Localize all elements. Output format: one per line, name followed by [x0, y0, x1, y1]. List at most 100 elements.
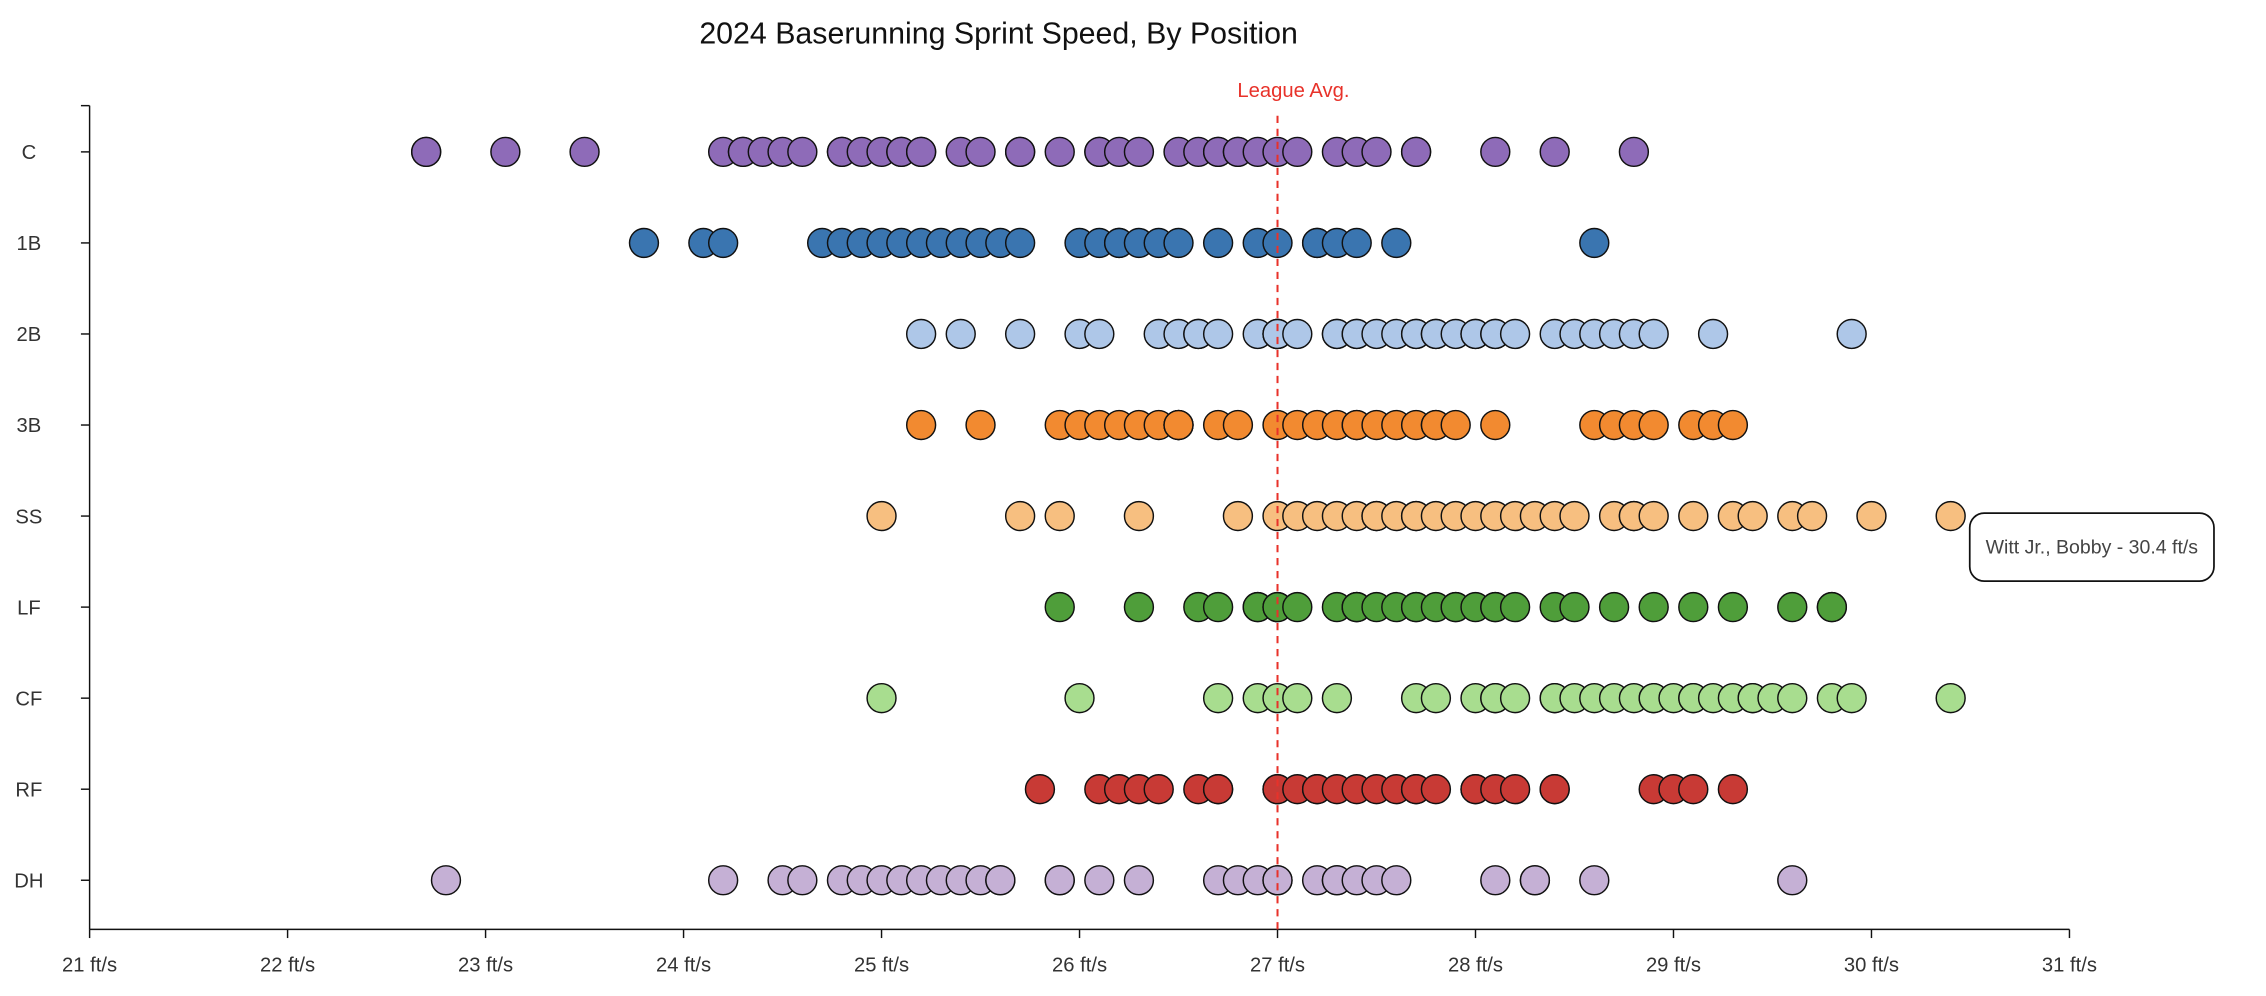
- data-point: [1321, 682, 1353, 714]
- series-cf: [866, 682, 1966, 714]
- data-point: [1044, 865, 1075, 896]
- data-point: [1262, 227, 1293, 259]
- data-point: [1044, 591, 1075, 623]
- data-point: [1202, 774, 1234, 805]
- y-category-label: CF: [15, 688, 42, 710]
- data-point: [985, 865, 1016, 896]
- data-point: [1717, 409, 1749, 441]
- data-point: [1341, 227, 1372, 259]
- data-point: [1282, 591, 1313, 623]
- league-average-line: League Avg.: [1237, 80, 1349, 930]
- data-point: [1717, 591, 1749, 623]
- series-c: [411, 136, 1650, 168]
- y-category-label: SS: [15, 506, 42, 528]
- data-point: [1796, 500, 1828, 532]
- x-tick-label: 23 ft/s: [458, 954, 513, 976]
- data-point: [1222, 409, 1254, 441]
- data-point: [1004, 136, 1036, 168]
- data-point: [1202, 227, 1234, 259]
- data-point: [1638, 500, 1669, 532]
- data-point: [1638, 409, 1669, 441]
- data-point: [1420, 774, 1452, 805]
- data-point: [1004, 318, 1036, 350]
- data-point: [1717, 774, 1749, 805]
- data-point: [1282, 682, 1313, 714]
- data-point: [1678, 500, 1709, 532]
- data-point: [1559, 500, 1590, 532]
- series-dh: [430, 865, 1808, 896]
- data-point: [1064, 682, 1095, 714]
- data-point: [1262, 865, 1293, 896]
- x-tick-label: 30 ft/s: [1844, 954, 1899, 976]
- data-point: [1678, 591, 1709, 623]
- data-point: [1777, 682, 1808, 714]
- x-tick-label: 27 ft/s: [1250, 954, 1305, 976]
- data-point: [1499, 682, 1531, 714]
- data-point: [965, 409, 996, 441]
- data-point: [1935, 500, 1966, 532]
- data-point: [1420, 682, 1452, 714]
- data-point: [707, 227, 739, 259]
- tooltip-text: Witt Jr., Bobby - 30.4 ft/s: [1986, 537, 2199, 559]
- data-point: [1480, 865, 1511, 896]
- series-ss: [866, 500, 1966, 532]
- data-point: [1084, 865, 1115, 896]
- data-point: [1440, 409, 1471, 441]
- data-point: [1123, 500, 1155, 532]
- y-category-label: RF: [15, 779, 42, 801]
- data-point: [490, 136, 521, 168]
- data-point: [1480, 136, 1511, 168]
- data-point: [1598, 591, 1630, 623]
- data-point: [1202, 682, 1234, 714]
- series-2b: [905, 318, 1867, 350]
- data-point: [1024, 774, 1056, 805]
- y-category-label: LF: [17, 597, 41, 619]
- data-point: [1400, 136, 1432, 168]
- data-point: [430, 865, 462, 896]
- data-point: [1579, 227, 1610, 259]
- y-category-label: DH: [14, 870, 43, 892]
- data-point: [1123, 136, 1155, 168]
- data-point: [945, 318, 976, 350]
- data-point: [1480, 409, 1511, 441]
- data-point: [1004, 500, 1036, 532]
- data-point: [707, 865, 739, 896]
- data-point: [1282, 318, 1313, 350]
- data-point: [1044, 500, 1075, 532]
- data-point: [1559, 591, 1590, 623]
- data-point: [1084, 318, 1115, 350]
- x-tick-label: 28 ft/s: [1448, 954, 1503, 976]
- x-tick-label: 21 ft/s: [62, 954, 117, 976]
- data-point: [1618, 136, 1650, 168]
- data-point: [866, 682, 897, 714]
- y-category-label: 2B: [17, 324, 42, 346]
- data-point: [1638, 318, 1669, 350]
- data-point: [1777, 865, 1808, 896]
- y-category-label: 1B: [17, 233, 42, 255]
- data-point: [1222, 500, 1254, 532]
- data-point: [787, 865, 818, 896]
- y-category-label: C: [22, 142, 37, 164]
- x-tick-label: 25 ft/s: [854, 954, 909, 976]
- x-tick-label: 22 ft/s: [260, 954, 315, 976]
- data-point: [866, 500, 897, 532]
- data-point: [1381, 865, 1412, 896]
- data-point: [1836, 318, 1867, 350]
- data-point: [1123, 591, 1155, 623]
- data-point: [1202, 318, 1234, 350]
- data-point: [569, 136, 600, 168]
- data-point: [1143, 774, 1174, 805]
- data-point: [1499, 774, 1531, 805]
- x-tick-label: 24 ft/s: [656, 954, 711, 976]
- chart-title: 2024 Baserunning Sprint Speed, By Positi…: [699, 17, 1298, 50]
- data-point: [1163, 409, 1194, 441]
- data-point: [1539, 136, 1570, 168]
- series-3b: [905, 409, 1749, 441]
- data-point: [1638, 591, 1669, 623]
- data-point: [1123, 865, 1155, 896]
- data-point: [1816, 591, 1848, 623]
- data-point: [1282, 136, 1313, 168]
- data-point: [1737, 500, 1768, 532]
- data-point: [1163, 227, 1194, 259]
- data-point: [905, 409, 937, 441]
